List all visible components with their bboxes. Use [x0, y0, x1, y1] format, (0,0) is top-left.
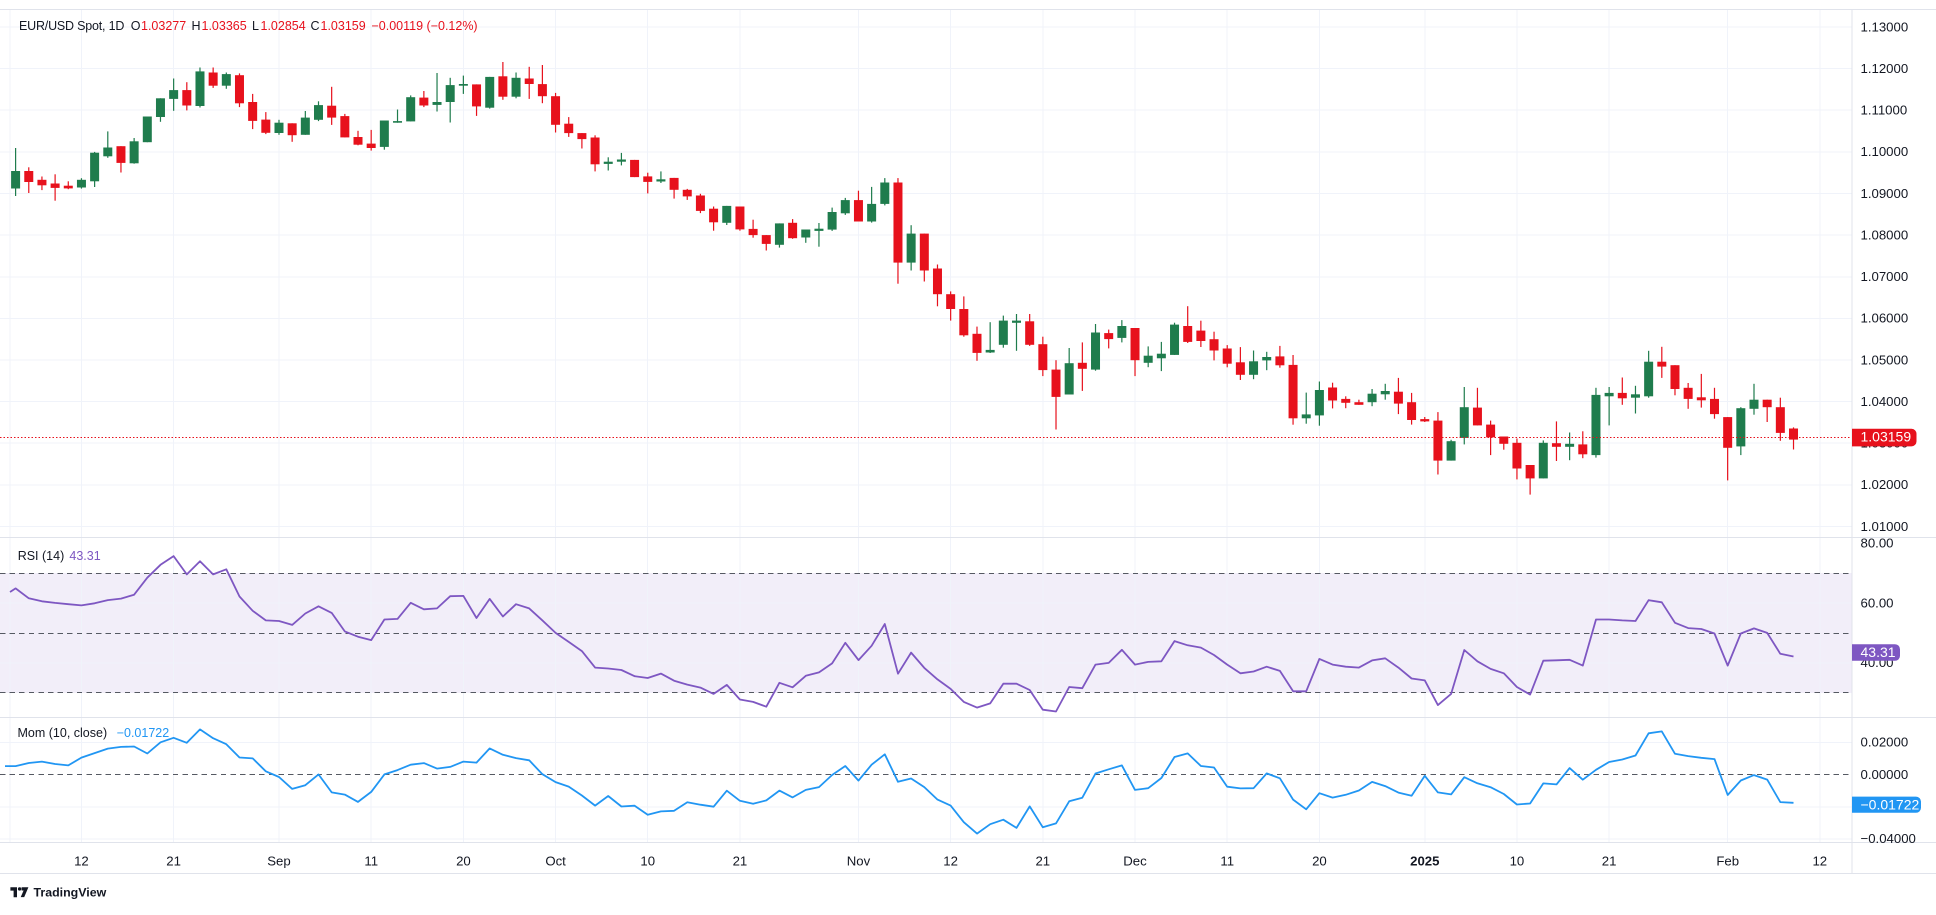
svg-text:Nov: Nov	[847, 854, 871, 869]
svg-text:43.31: 43.31	[69, 549, 100, 563]
svg-text:1.05000: 1.05000	[1861, 352, 1909, 367]
svg-text:1.03365: 1.03365	[202, 19, 247, 33]
svg-text:21: 21	[1602, 854, 1617, 869]
svg-text:H: H	[192, 19, 201, 33]
svg-text:1.03277: 1.03277	[141, 19, 186, 33]
svg-text:1.10000: 1.10000	[1861, 144, 1909, 159]
svg-text:Oct: Oct	[545, 854, 566, 869]
svg-text:Sep: Sep	[267, 854, 290, 869]
svg-text:1.07000: 1.07000	[1861, 269, 1909, 284]
svg-text:−0.01722: −0.01722	[1861, 796, 1920, 812]
svg-text:1.03159: 1.03159	[1861, 429, 1912, 445]
svg-text:1.09000: 1.09000	[1861, 186, 1909, 201]
svg-text:20: 20	[1312, 854, 1327, 869]
svg-text:1.03159: 1.03159	[321, 19, 366, 33]
svg-text:Mom (10, close): Mom (10, close)	[18, 726, 108, 740]
svg-text:0.00000: 0.00000	[1861, 767, 1909, 782]
svg-text:1.02000: 1.02000	[1861, 477, 1909, 492]
svg-text:1.04000: 1.04000	[1861, 394, 1909, 409]
svg-text:−0.00119 (−0.12%): −0.00119 (−0.12%)	[372, 19, 478, 33]
svg-text:12: 12	[943, 854, 958, 869]
svg-text:60.00: 60.00	[1861, 595, 1894, 610]
svg-text:11: 11	[364, 854, 378, 869]
svg-text:12: 12	[74, 854, 89, 869]
svg-text:1.08000: 1.08000	[1861, 227, 1909, 242]
svg-text:EUR/USD Spot, 1D: EUR/USD Spot, 1D	[19, 19, 124, 33]
svg-text:Feb: Feb	[1716, 854, 1739, 869]
svg-text:C: C	[311, 19, 320, 33]
svg-text:1.11000: 1.11000	[1861, 103, 1908, 118]
svg-text:2025: 2025	[1410, 854, 1439, 869]
svg-text:10: 10	[1510, 854, 1525, 869]
svg-text:1.06000: 1.06000	[1861, 311, 1909, 326]
svg-text:TradingView: TradingView	[34, 886, 107, 900]
svg-text:12: 12	[1812, 854, 1827, 869]
svg-text:21: 21	[1035, 854, 1050, 869]
svg-text:1.12000: 1.12000	[1861, 61, 1909, 76]
svg-text:21: 21	[733, 854, 748, 869]
svg-text:O: O	[131, 19, 141, 33]
svg-text:−0.01722: −0.01722	[117, 726, 170, 740]
svg-text:−0.04000: −0.04000	[1861, 831, 1916, 846]
svg-text:RSI (14): RSI (14)	[18, 549, 65, 563]
svg-text:L: L	[252, 19, 259, 33]
svg-text:11: 11	[1220, 854, 1234, 869]
svg-text:1.01000: 1.01000	[1861, 519, 1909, 534]
svg-text:43.31: 43.31	[1861, 644, 1896, 660]
svg-text:0.02000: 0.02000	[1861, 735, 1909, 750]
svg-text:10: 10	[640, 854, 655, 869]
svg-text:20: 20	[456, 854, 471, 869]
svg-text:1.02854: 1.02854	[261, 19, 306, 33]
svg-text:80.00: 80.00	[1861, 536, 1894, 551]
svg-text:1.13000: 1.13000	[1861, 19, 1909, 34]
svg-text:Dec: Dec	[1123, 854, 1147, 869]
svg-text:21: 21	[166, 854, 181, 869]
